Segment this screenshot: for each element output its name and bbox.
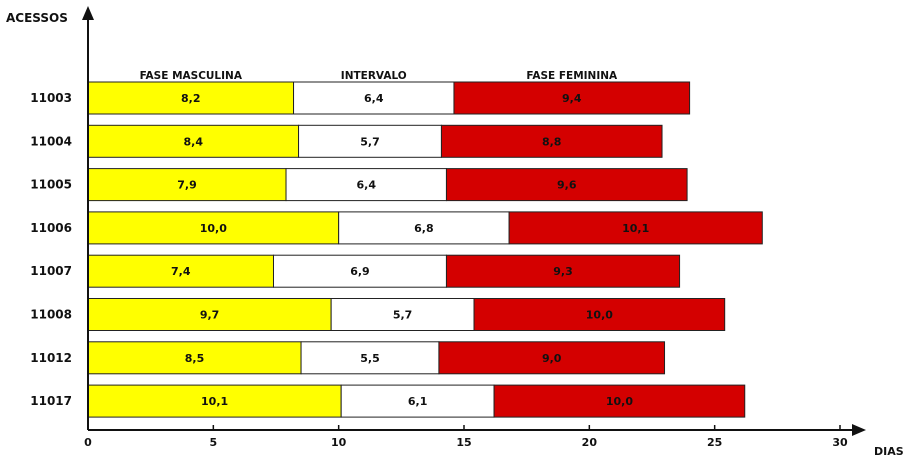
bar-intervalo-11005 xyxy=(285,168,447,202)
series-header-fase-feminina: FASE FEMININA xyxy=(526,70,618,82)
data-label-intervalo-11005: 6,4 xyxy=(356,179,376,192)
data-label-fase-feminina-11006: 10,1 xyxy=(622,222,649,235)
bar-fase-masculina-11005 xyxy=(87,168,287,202)
ticks-layer: 0 5 10 15 20 25 30 xyxy=(84,425,848,449)
data-label-fase-masculina-11004: 8,4 xyxy=(184,135,204,148)
x-tick-label-5: 5 xyxy=(210,436,218,449)
data-label-intervalo-11017: 6,1 xyxy=(408,395,428,408)
category-label-11005: 11005 xyxy=(30,178,72,192)
series-header-fase-masculina: FASE MASCULINA xyxy=(140,70,243,82)
bar-intervalo-11003 xyxy=(293,81,455,115)
x-axis-title: DIAS xyxy=(874,445,904,458)
category-label-11012: 11012 xyxy=(30,351,72,365)
series-headers: FASE MASCULINA INTERVALO FASE FEMININA xyxy=(140,70,618,82)
x-tick-label-30: 30 xyxy=(832,436,848,449)
bar-intervalo-11008 xyxy=(330,298,475,331)
bar-fase-feminina-11007 xyxy=(445,254,681,288)
bar-fase-feminina-11008 xyxy=(473,298,726,331)
data-label-fase-masculina-11007: 7,4 xyxy=(171,265,191,278)
data-label-fase-feminina-11012: 9,0 xyxy=(542,352,562,365)
bar-fase-masculina-11006 xyxy=(87,211,340,245)
x-tick-label-15: 15 xyxy=(456,436,471,449)
x-tick-label-20: 20 xyxy=(582,436,598,449)
bar-intervalo-11012 xyxy=(300,341,440,375)
data-label-fase-masculina-11012: 8,5 xyxy=(185,352,205,365)
category-label-11006: 11006 xyxy=(30,221,72,235)
data-label-intervalo-11003: 6,4 xyxy=(364,92,384,105)
category-label-11008: 11008 xyxy=(30,308,72,322)
bar-intervalo-11004 xyxy=(298,124,442,158)
data-label-fase-masculina-11005: 7,9 xyxy=(177,179,197,192)
bar-fase-feminina-11004 xyxy=(440,124,663,158)
category-label-11003: 11003 xyxy=(30,91,72,105)
bar-fase-feminina-11017 xyxy=(493,384,746,418)
bar-fase-masculina-11012 xyxy=(87,341,302,375)
data-label-fase-masculina-11006: 10,0 xyxy=(200,222,227,235)
bar-fase-feminina-11012 xyxy=(438,341,666,375)
bar-intervalo-11007 xyxy=(272,254,447,288)
bar-intervalo-11017 xyxy=(340,384,495,418)
data-label-fase-masculina-11003: 8,2 xyxy=(181,92,201,105)
data-label-fase-feminina-11004: 8,8 xyxy=(542,135,562,148)
x-tick-label-25: 25 xyxy=(707,436,722,449)
bar-fase-masculina-11003 xyxy=(87,81,295,115)
category-label-11007: 11007 xyxy=(30,264,72,278)
bar-fase-masculina-11007 xyxy=(87,254,274,288)
data-label-intervalo-11012: 5,5 xyxy=(360,352,380,365)
data-label-fase-feminina-11017: 10,0 xyxy=(606,395,633,408)
series-header-intervalo: INTERVALO xyxy=(341,70,407,82)
x-tick-label-10: 10 xyxy=(331,436,347,449)
data-label-intervalo-11006: 6,8 xyxy=(414,222,434,235)
data-label-intervalo-11004: 5,7 xyxy=(360,135,380,148)
y-axis-title: ACESSOS xyxy=(6,11,68,25)
data-label-intervalo-11007: 6,9 xyxy=(350,265,370,278)
data-label-fase-feminina-11005: 9,6 xyxy=(557,179,577,192)
category-labels: 11003 11004 11005 11006 11007 11008 11012 11017 xyxy=(30,91,72,408)
bars-layer: 8,2 6,4 9,4 8,4 5,7 8,8 7,9 6,4 9,6 10,0 6,8 10,1 7,… xyxy=(87,81,763,418)
bar-fase-feminina-11003 xyxy=(453,81,691,115)
data-label-fase-masculina-11017: 10,1 xyxy=(201,395,228,408)
bar-fase-masculina-11017 xyxy=(87,384,342,418)
category-label-11004: 11004 xyxy=(30,134,72,148)
data-label-intervalo-11008: 5,7 xyxy=(393,309,413,322)
data-label-fase-feminina-11008: 10,0 xyxy=(586,309,613,322)
axes-layer xyxy=(82,6,866,436)
x-tick-label-0: 0 xyxy=(84,436,92,449)
x-axis-arrow xyxy=(852,424,866,436)
data-label-fase-feminina-11003: 9,4 xyxy=(562,92,582,105)
bar-fase-feminina-11006 xyxy=(508,211,763,245)
y-axis-arrow xyxy=(82,6,94,20)
category-label-11017: 11017 xyxy=(30,394,72,408)
bar-fase-feminina-11005 xyxy=(445,168,688,202)
data-label-fase-feminina-11007: 9,3 xyxy=(553,265,573,278)
data-label-fase-masculina-11008: 9,7 xyxy=(200,309,220,322)
